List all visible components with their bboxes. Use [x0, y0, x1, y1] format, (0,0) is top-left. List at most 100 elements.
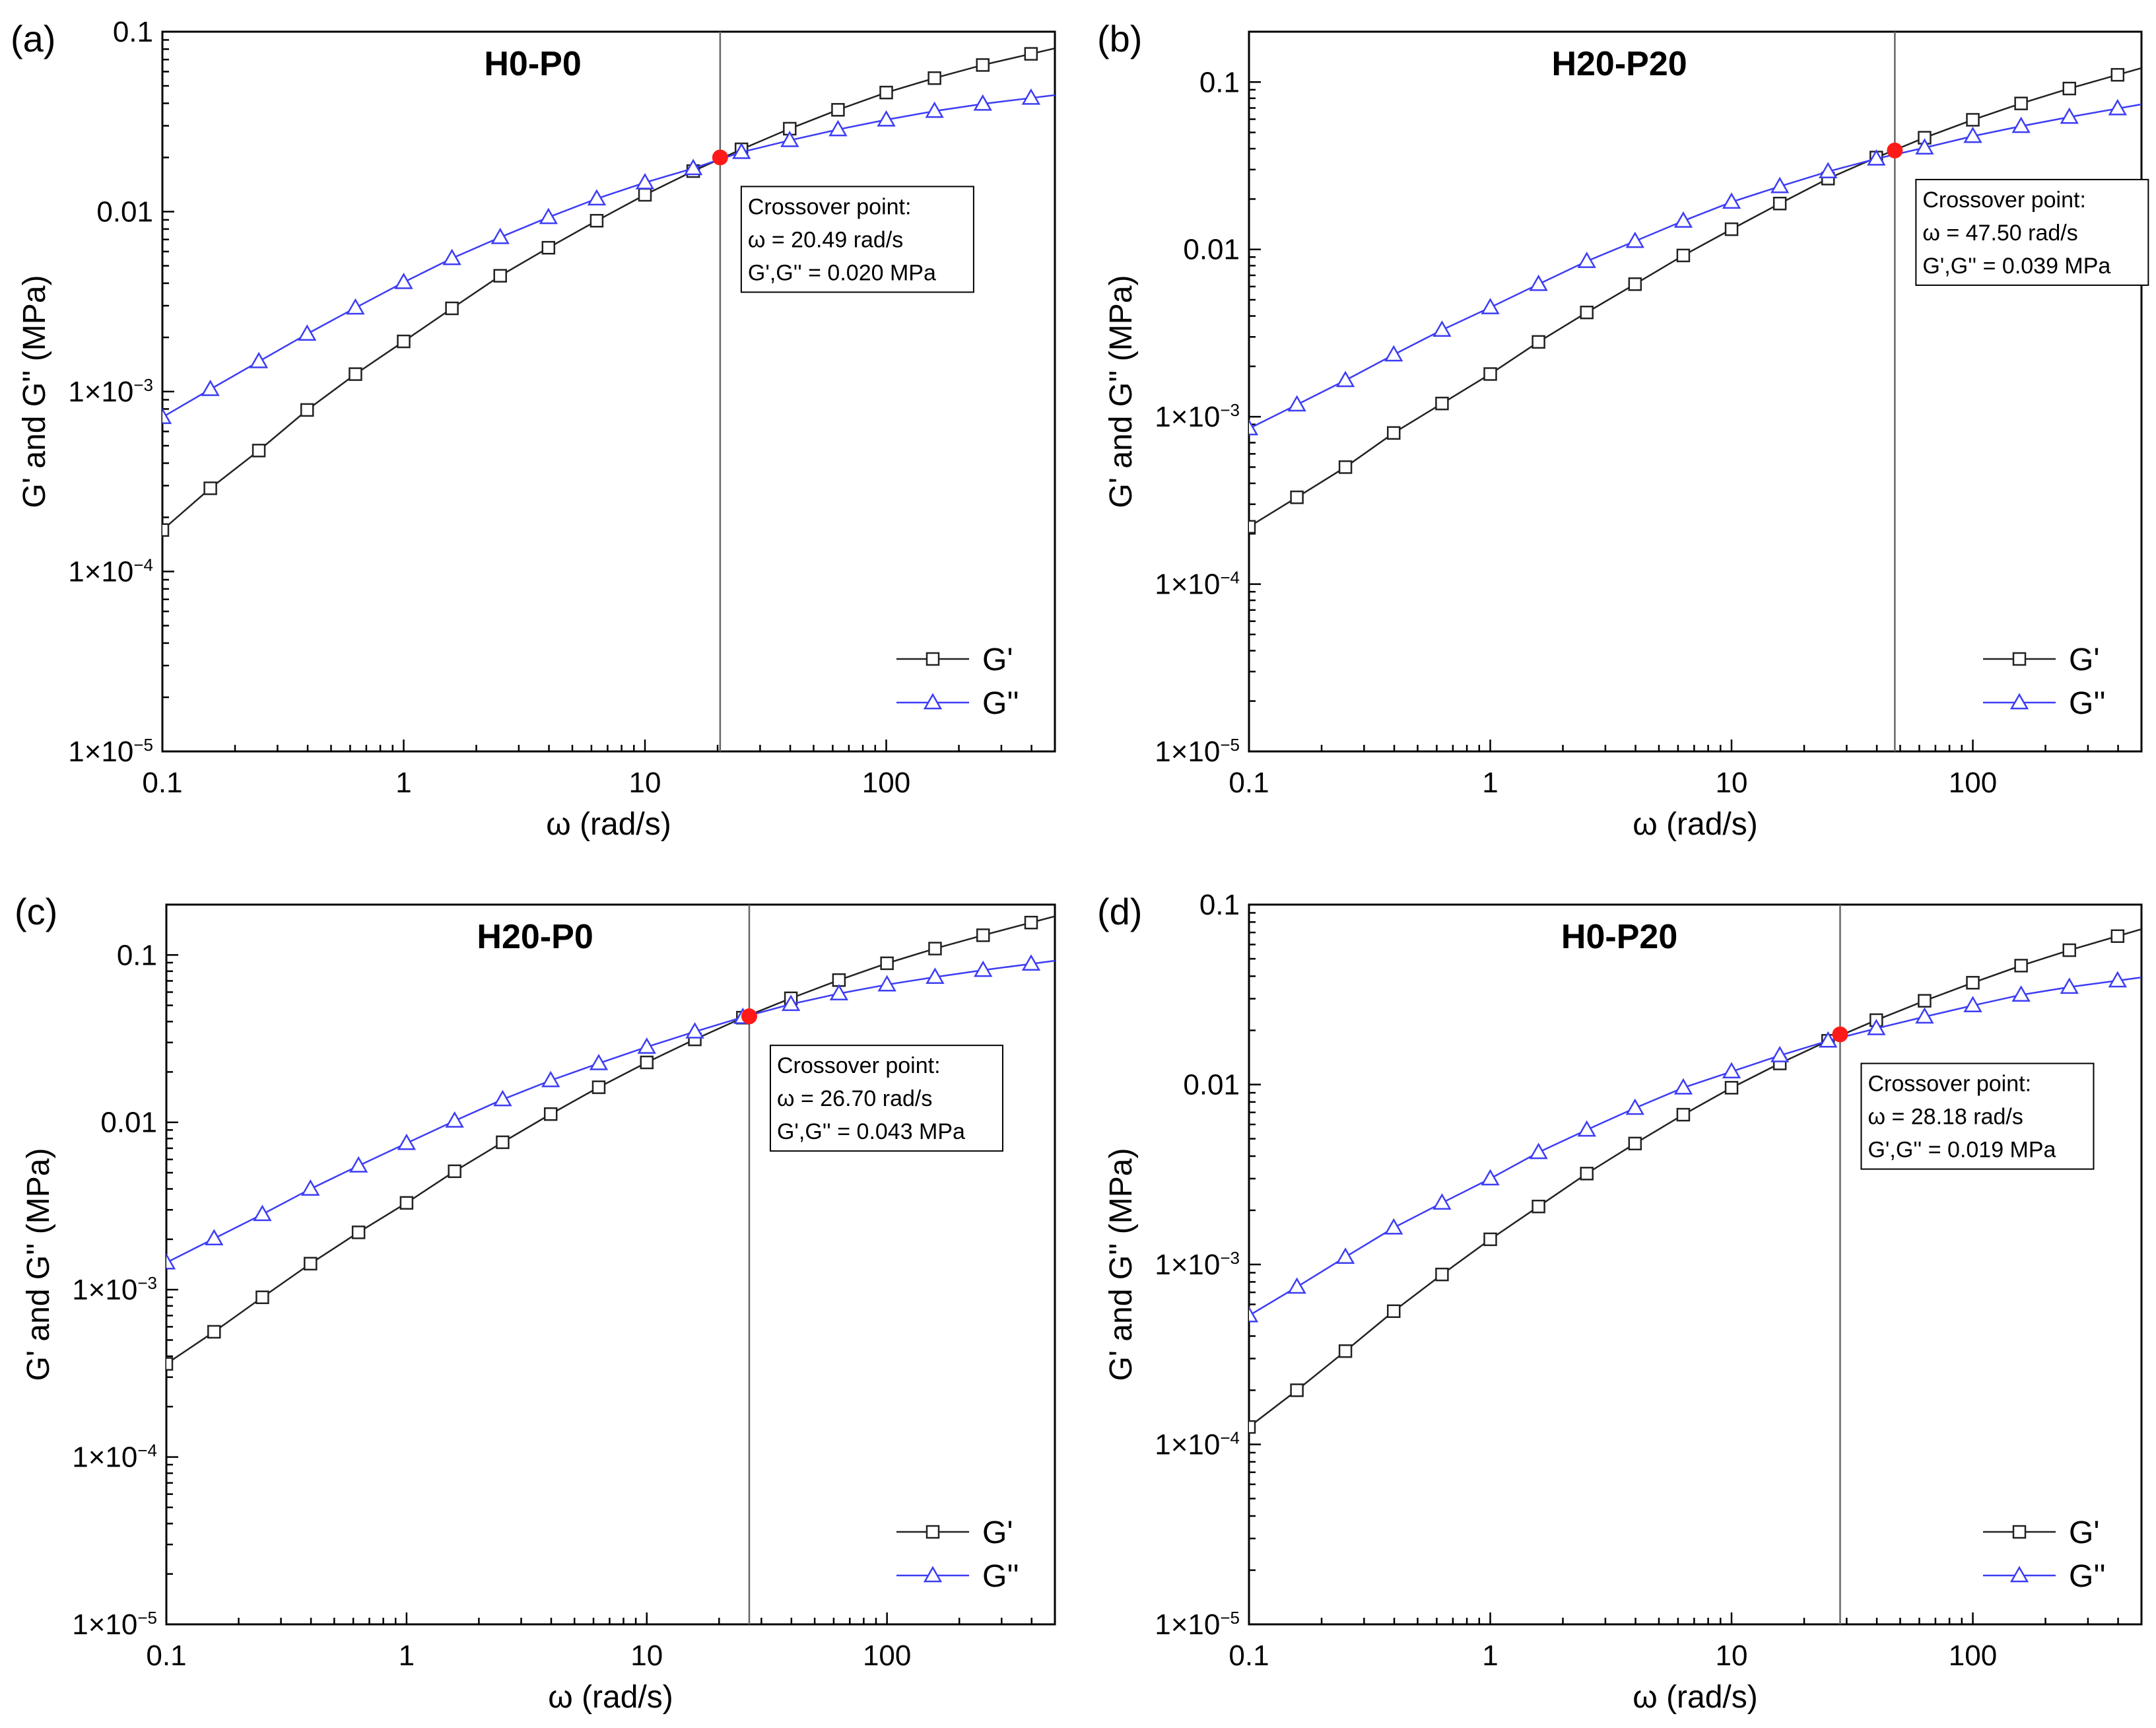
g-double-prime-point	[394, 272, 413, 289]
plot-area	[1249, 928, 2141, 1434]
g-double-prime-point	[1529, 274, 1548, 291]
g-double-prime-point	[1673, 211, 1693, 228]
panel-label: (a)	[11, 18, 55, 59]
g-double-prime-point	[1335, 1247, 1355, 1264]
crossover-annotation-box	[769, 1045, 1003, 1152]
g-double-prime-point	[1867, 1019, 1886, 1035]
g-double-prime-point	[2108, 98, 2127, 116]
g-prime-point	[879, 85, 893, 100]
x-axis-label: ω (rad/s)	[1633, 1680, 1758, 1715]
legend-marker-square	[2012, 1525, 2027, 1539]
x-tick-label: 1	[1482, 1640, 1498, 1672]
g-prime-point	[399, 1196, 414, 1210]
plot-area	[1249, 67, 2141, 534]
x-tick-label: 0.1	[1229, 1640, 1269, 1672]
g-double-prime-point	[249, 351, 269, 368]
g-prime-point	[1024, 915, 1038, 930]
g-double-prime-point	[1673, 1078, 1693, 1095]
g-prime-point	[252, 444, 266, 458]
g-double-prime-point	[1770, 176, 1790, 193]
g-double-prime-point	[1625, 1098, 1644, 1115]
legend-marker-triangle	[923, 1566, 943, 1583]
g-prime-point	[1435, 1267, 1449, 1282]
g-prime-point	[976, 928, 990, 942]
g-double-prime-point	[539, 207, 558, 225]
g-prime-point	[2014, 96, 2028, 110]
g-prime-point	[541, 240, 556, 255]
g-prime-line	[162, 48, 1055, 531]
legend-marker-triangle	[2009, 693, 2029, 710]
g-double-prime-point	[2060, 107, 2079, 124]
panel-title: H20-P0	[477, 918, 593, 956]
g-double-prime-point	[829, 984, 849, 1000]
x-tick-label: 1	[1482, 767, 1498, 799]
g-prime-point	[831, 103, 845, 117]
g-double-prime-point	[1249, 1305, 1259, 1323]
legend-label: G''	[2069, 1559, 2106, 1594]
g-prime-point	[1249, 520, 1256, 534]
g-prime-point	[255, 1290, 269, 1304]
legend-label: G''	[982, 686, 1019, 721]
g-double-prime-point	[1867, 149, 1886, 166]
crossover-annotation-text: Crossover point:	[748, 194, 912, 219]
chart-panel-a: 0.1 1 10 100 1×10−5 1×10−4 1×10−3 0.01 0.1 ω (rad…	[11, 16, 1056, 842]
g-prime-point	[1532, 1199, 1545, 1214]
g-double-prime-point	[1963, 126, 1982, 143]
g-prime-point	[1338, 460, 1353, 474]
g-prime-point	[1338, 1344, 1353, 1358]
g-double-prime-point	[541, 1070, 560, 1088]
g-double-prime-point	[162, 407, 172, 425]
g-double-prime-point	[1249, 419, 1259, 436]
g-prime-point	[1483, 1232, 1497, 1247]
g-double-prime-point	[1287, 395, 1306, 412]
g-double-prime-point	[445, 1111, 464, 1128]
g-prime-point	[351, 1226, 366, 1239]
legend-label: G'	[982, 642, 1013, 677]
g-double-prime-point	[301, 1179, 320, 1196]
g-double-prime-point	[1481, 1169, 1500, 1186]
g-prime-point	[1966, 976, 1980, 990]
g-double-prime-point	[2108, 971, 2127, 988]
crossover-annotation-text: Crossover point:	[1868, 1072, 2031, 1097]
g-prime-point	[880, 956, 894, 971]
g-prime-point	[591, 1080, 606, 1094]
legend-label: G'	[982, 1515, 1013, 1550]
y-tick-label: 1×10−4	[1155, 568, 1240, 601]
g-double-prime-point	[1722, 1062, 1741, 1079]
g-double-prime-point	[781, 994, 801, 1012]
g-prime-line	[1249, 67, 2141, 528]
crossover-annotation-text: G',G'' = 0.039 MPa	[1922, 254, 2110, 279]
crossover-annotation-text: G',G'' = 0.043 MPa	[777, 1119, 965, 1144]
g-prime-point	[543, 1107, 558, 1121]
g-prime-line	[1249, 928, 2141, 1428]
g-prime-point	[1483, 367, 1497, 381]
x-tick-label: 1	[399, 1640, 415, 1672]
y-tick-label: 1×10−5	[1155, 1608, 1240, 1641]
g-prime-point	[1772, 196, 1787, 211]
g-double-prime-line	[1249, 977, 2141, 1317]
crossover-annotation-box	[740, 186, 974, 293]
g-double-prime-point	[926, 967, 945, 984]
y-tick-label: 1×10−5	[1155, 735, 1240, 768]
g-double-prime-point	[683, 158, 703, 176]
g-prime-line	[166, 915, 1055, 1365]
g-prime-point	[445, 301, 459, 316]
plot-frame	[1248, 30, 2143, 753]
x-tick-label: 0.1	[1229, 767, 1269, 799]
g-double-prime-point	[589, 1053, 609, 1070]
x-tick-label: 0.1	[146, 1640, 186, 1672]
g-double-prime-point	[201, 379, 220, 396]
g-double-prime-point	[1625, 231, 1644, 248]
y-tick-label: 1×10−3	[72, 1273, 157, 1306]
g-double-prime-point	[1577, 252, 1596, 268]
g-prime-point	[590, 214, 604, 228]
g-double-prime-point	[1770, 1046, 1790, 1062]
g-double-prime-point	[1577, 1120, 1596, 1137]
g-double-prime-point	[397, 1133, 417, 1150]
panel-title: H0-P20	[1561, 918, 1677, 956]
panel-label: (d)	[1097, 891, 1142, 932]
panel-label: (c)	[15, 891, 57, 932]
crossover-point	[741, 1008, 757, 1025]
